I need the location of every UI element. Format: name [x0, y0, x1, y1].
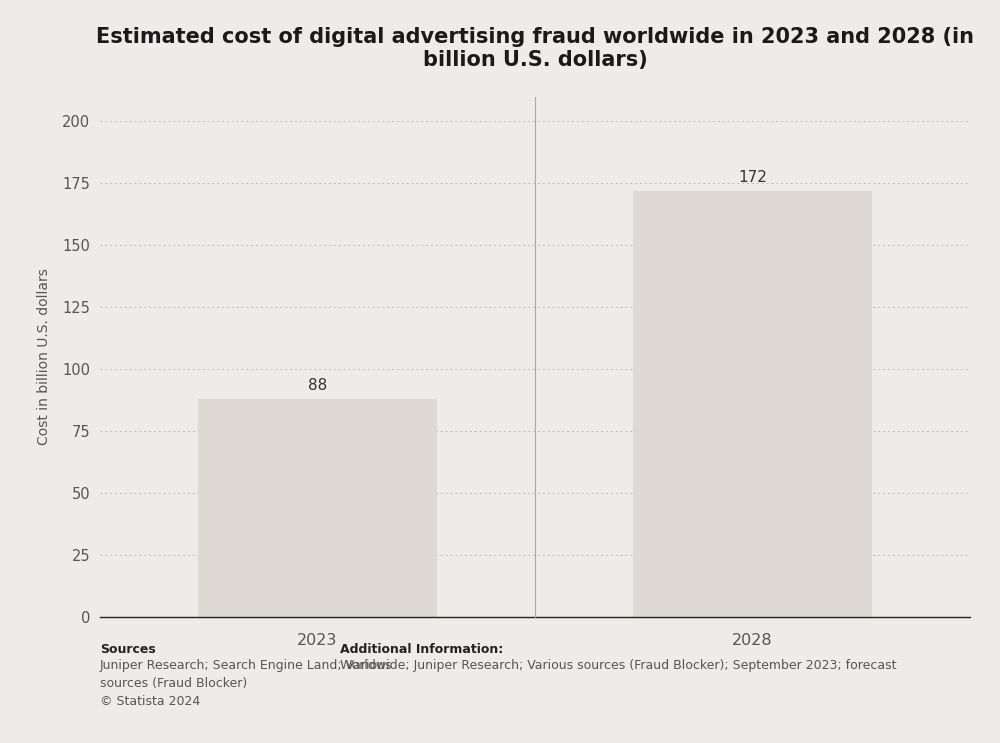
Text: Estimated cost of digital advertising fraud worldwide in 2023 and 2028 (in
billi: Estimated cost of digital advertising fr… — [96, 27, 974, 70]
Text: Sources: Sources — [100, 643, 156, 655]
Text: Worldwide; Juniper Research; Various sources (Fraud Blocker); September 2023; fo: Worldwide; Juniper Research; Various sou… — [340, 659, 896, 672]
Text: 88: 88 — [308, 377, 327, 392]
Text: 172: 172 — [738, 169, 767, 184]
Bar — [633, 191, 872, 617]
Bar — [198, 399, 437, 617]
Text: Additional Information:: Additional Information: — [340, 643, 503, 655]
Text: Juniper Research; Search Engine Land; Various
sources (Fraud Blocker)
© Statista: Juniper Research; Search Engine Land; Va… — [100, 659, 392, 708]
Y-axis label: Cost in billion U.S. dollars: Cost in billion U.S. dollars — [37, 268, 51, 445]
